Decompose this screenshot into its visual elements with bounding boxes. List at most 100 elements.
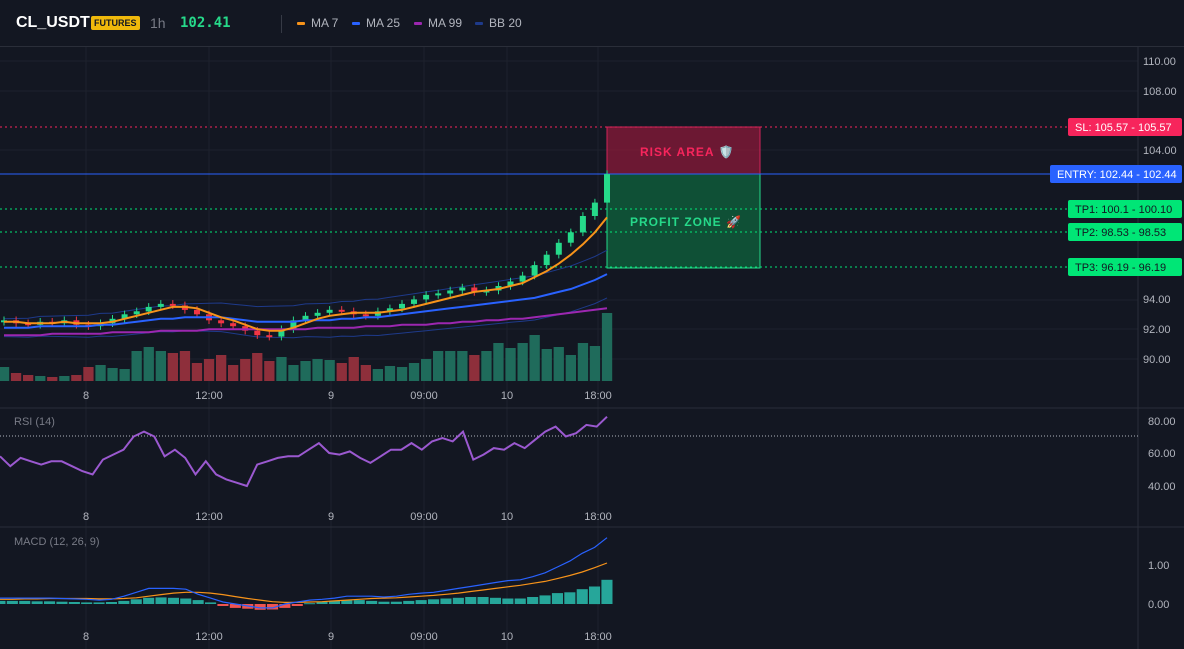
legend-label: MA 7 <box>311 16 339 30</box>
macd-hist-bar <box>267 604 279 610</box>
macd-hist-bar <box>167 597 179 604</box>
chart-canvas[interactable]: RISK AREA 🛡️ PROFIT ZONE 🚀 110.00 108.00… <box>0 47 1184 649</box>
volume-bar <box>276 357 287 381</box>
macd-tick: 1.00 <box>1148 560 1169 572</box>
macd-hist-bar <box>316 601 328 604</box>
time-tick: 18:00 <box>584 631 612 643</box>
macd-hist-bar <box>6 600 18 604</box>
volume-bar <box>203 359 215 381</box>
time-tick: 9 <box>328 511 334 523</box>
volume-bar <box>421 359 432 381</box>
candle-body <box>194 309 200 315</box>
candle-body <box>447 290 454 294</box>
candle-body <box>435 293 442 296</box>
volume-bar <box>240 359 251 381</box>
macd-hist-bar <box>601 579 613 604</box>
candle-body <box>326 309 333 313</box>
volume-bar <box>47 377 58 381</box>
macd-hist-bar <box>366 600 378 604</box>
macd-hist-bar <box>428 599 440 604</box>
macd-hist-bar <box>465 597 477 604</box>
volume-bar <box>83 367 94 381</box>
candle-body <box>507 281 514 286</box>
volume-bar <box>324 360 335 381</box>
volume-bar <box>541 349 552 381</box>
sl-tag[interactable] <box>1068 118 1182 136</box>
rsi-tick: 40.00 <box>1148 481 1176 493</box>
volume-bar <box>300 361 311 381</box>
entry-tag[interactable] <box>1050 165 1182 183</box>
tp1-tag[interactable] <box>1068 200 1182 218</box>
volume-bar <box>264 361 275 381</box>
macd-hist-bar <box>440 598 452 604</box>
candle-body <box>555 242 562 255</box>
volume-bar <box>565 355 576 381</box>
macd-hist-bar <box>341 600 353 604</box>
volume-bar <box>288 365 299 381</box>
volume-bar <box>529 335 540 381</box>
macd-hist-bar <box>217 604 229 606</box>
time-tick: 10 <box>501 511 513 523</box>
price-tick: 110.00 <box>1143 56 1176 68</box>
macd-hist-bar <box>539 595 551 604</box>
legend-bb20[interactable]: BB 20 <box>475 16 522 30</box>
volume-bar <box>553 347 564 381</box>
tp3-tag[interactable] <box>1068 258 1182 276</box>
legend-label: MA 99 <box>428 16 463 30</box>
volume-bar <box>179 351 191 381</box>
macd-hist-bar <box>93 602 105 604</box>
candle-body <box>218 320 225 324</box>
tp3-tag-label: TP3: 96.19 - 96.19 <box>1075 262 1166 274</box>
legend-ma25[interactable]: MA 25 <box>352 16 400 30</box>
volume-bar <box>10 373 22 381</box>
candle-body <box>386 308 393 312</box>
risk-area-zone[interactable] <box>606 126 761 175</box>
ma7-line <box>4 216 608 332</box>
volume-bar <box>216 355 227 381</box>
candle-body <box>145 306 152 312</box>
candle-body <box>543 254 550 266</box>
volume-bar <box>493 343 504 381</box>
time-tick: 09:00 <box>410 390 438 402</box>
volume-bar <box>396 367 408 381</box>
volume-bar <box>445 351 456 381</box>
rsi-line <box>0 415 608 488</box>
volume-bar <box>95 365 106 381</box>
volume-bar <box>589 346 601 381</box>
macd-hist-bar <box>328 600 340 604</box>
time-tick: 09:00 <box>410 631 438 643</box>
volume-bar <box>481 351 492 381</box>
volume-bar <box>143 347 154 381</box>
legend-label: BB 20 <box>489 16 522 30</box>
time-tick: 18:00 <box>584 390 612 402</box>
candle-body <box>579 216 586 233</box>
time-tick: 10 <box>501 631 513 643</box>
time-axis-rsi: 8 12:00 9 09:00 10 18:00 <box>83 511 612 523</box>
time-tick: 9 <box>328 631 334 643</box>
legend-swatch <box>475 21 483 25</box>
macd-hist-bar <box>254 604 266 610</box>
timeframe-selector[interactable]: 1h <box>150 15 166 31</box>
legend-swatch <box>352 21 360 25</box>
legend-ma7[interactable]: MA 7 <box>297 16 338 30</box>
volume-bar <box>0 367 10 381</box>
candle-body <box>567 232 574 243</box>
candle-body <box>591 202 598 216</box>
macd-hist-bar <box>180 598 192 604</box>
volume-bar <box>408 363 420 381</box>
macd-tick: 0.00 <box>1148 599 1169 611</box>
candle-body <box>290 320 297 330</box>
symbol-name[interactable]: CL_USDT <box>16 14 90 31</box>
candle-body <box>302 315 309 321</box>
volume-bar <box>433 351 444 381</box>
macd-hist-bar <box>589 586 601 605</box>
time-tick: 09:00 <box>410 511 438 523</box>
legend-ma99[interactable]: MA 99 <box>414 16 462 30</box>
candle-body <box>338 309 345 312</box>
volume-bar <box>252 353 263 381</box>
profit-zone[interactable] <box>606 173 761 269</box>
tp2-tag[interactable] <box>1068 223 1182 241</box>
price-tick: 104.00 <box>1143 145 1177 157</box>
candle-body <box>121 314 128 319</box>
macd-hist-bar <box>56 601 68 604</box>
